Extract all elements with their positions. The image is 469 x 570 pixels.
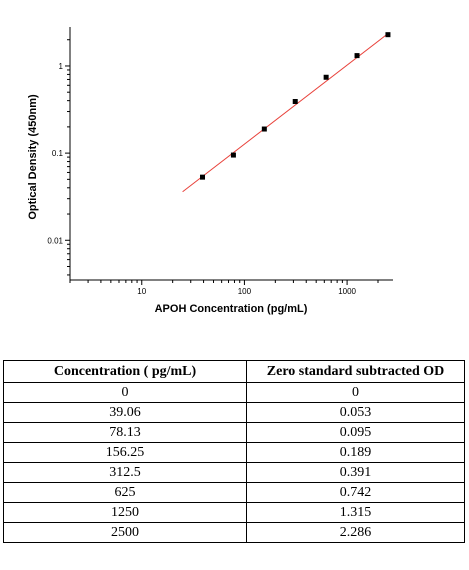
fit-line bbox=[182, 33, 389, 193]
table-row: 625 0.742 bbox=[3, 482, 465, 503]
x-tick-label: 10 bbox=[137, 287, 146, 296]
cell-concentration: 625 bbox=[3, 482, 247, 503]
data-point bbox=[354, 53, 360, 59]
cell-concentration: 1250 bbox=[3, 502, 247, 523]
cell-concentration: 78.13 bbox=[3, 422, 247, 443]
cell-concentration: 156.25 bbox=[3, 442, 247, 463]
x-tick-label: 1000 bbox=[338, 287, 356, 296]
chart-svg: 10 100 1000 0.01 0.1 1 APOH Concentration (pg… bbox=[27, 27, 393, 315]
data-point bbox=[385, 32, 391, 38]
cell-od: 1.315 bbox=[246, 502, 465, 523]
cell-od: 0.095 bbox=[246, 422, 465, 443]
standard-curve-chart: 10 100 1000 0.01 0.1 1 APOH Concentration (pg… bbox=[27, 27, 393, 315]
cell-od: 0.189 bbox=[246, 442, 465, 463]
cell-od: 0.742 bbox=[246, 482, 465, 503]
data-point bbox=[323, 74, 329, 80]
x-axis-title: APOH Concentration (pg/mL) bbox=[155, 303, 308, 315]
table-row: 1250 1.315 bbox=[3, 502, 465, 523]
table-header-row: Concentration ( pg/mL) Zero standard sub… bbox=[3, 360, 465, 383]
y-axis-title: Optical Density (450nm) bbox=[27, 94, 39, 220]
cell-od: 2.286 bbox=[246, 522, 465, 543]
data-table: Concentration ( pg/mL) Zero standard sub… bbox=[3, 360, 465, 543]
data-point bbox=[200, 174, 206, 180]
axis-ticks bbox=[65, 39, 379, 285]
cell-concentration: 0 bbox=[3, 382, 247, 403]
table-row: 312.5 0.391 bbox=[3, 462, 465, 483]
cell-od: 0.053 bbox=[246, 402, 465, 423]
cell-od: 0.391 bbox=[246, 462, 465, 483]
tick-labels: 10 100 1000 0.01 0.1 1 bbox=[47, 62, 356, 296]
data-point bbox=[230, 152, 236, 158]
cell-od: 0 bbox=[246, 382, 465, 403]
header-od: Zero standard subtracted OD bbox=[246, 360, 465, 383]
od-table: Concentration ( pg/mL) Zero standard sub… bbox=[3, 360, 465, 543]
data-points bbox=[200, 32, 391, 180]
header-concentration: Concentration ( pg/mL) bbox=[3, 360, 247, 383]
cell-concentration: 312.5 bbox=[3, 462, 247, 483]
table-row: 156.25 0.189 bbox=[3, 442, 465, 463]
table-row: 2500 2.286 bbox=[3, 522, 465, 543]
data-point bbox=[292, 99, 298, 105]
table-row: 78.13 0.095 bbox=[3, 422, 465, 443]
y-tick-label: 0.1 bbox=[52, 149, 64, 158]
x-tick-label: 100 bbox=[238, 287, 252, 296]
cell-concentration: 39.06 bbox=[3, 402, 247, 423]
y-tick-label: 1 bbox=[59, 62, 64, 71]
table-row: 39.06 0.053 bbox=[3, 402, 465, 423]
data-point bbox=[261, 126, 267, 132]
cell-concentration: 2500 bbox=[3, 522, 247, 543]
y-tick-label: 0.01 bbox=[47, 236, 63, 245]
